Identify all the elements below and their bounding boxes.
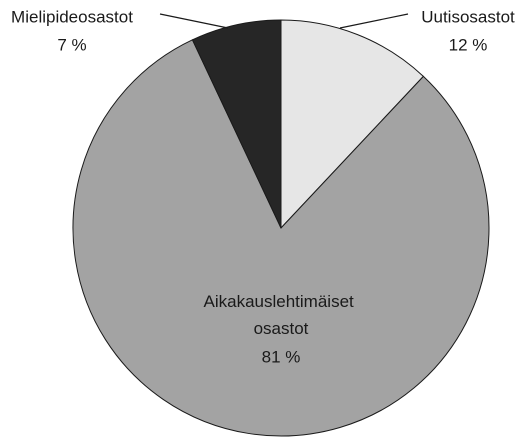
leader-line: [339, 13, 409, 29]
value-label: 81 %: [262, 347, 301, 366]
pie-slice: [191, 19, 282, 229]
leader-line: [159, 13, 229, 29]
slice-label: Mielipideosastot: [11, 7, 133, 26]
pie-slice: [72, 39, 490, 437]
value-label: 7 %: [57, 35, 86, 54]
pie-slice: [280, 19, 425, 230]
slice-label: Uutisosastot: [421, 7, 515, 26]
value-label: 12 %: [449, 35, 488, 54]
slice-label: Aikakauslehtimäiset osastot: [204, 292, 359, 338]
